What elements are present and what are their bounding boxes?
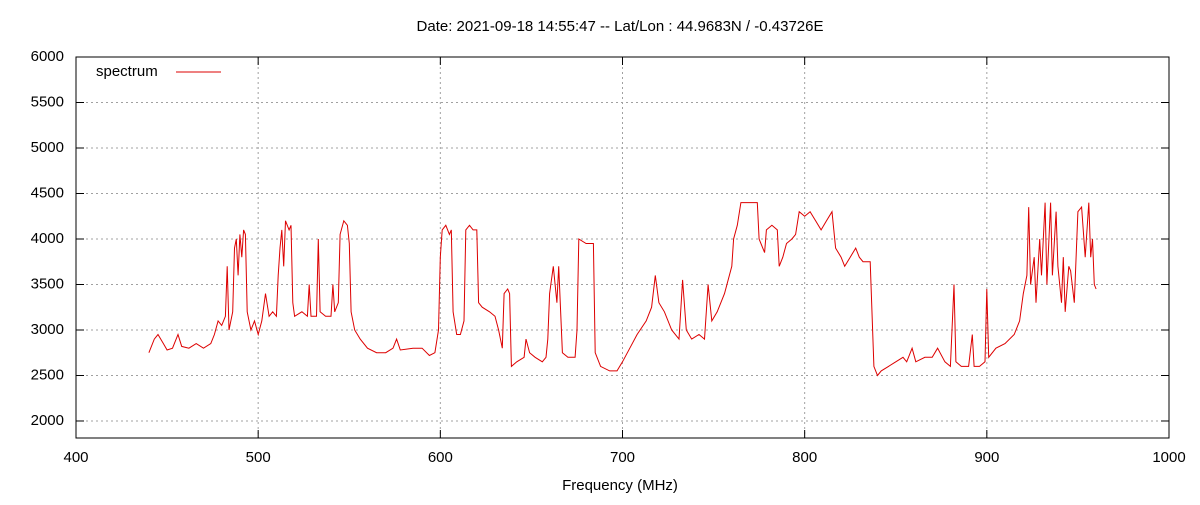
y-tick-label: 2000 bbox=[31, 412, 64, 429]
y-tick-label: 5000 bbox=[31, 139, 64, 156]
plot-frame bbox=[75, 56, 1170, 439]
chart-title: Date: 2021-09-18 14:55:47 -- Lat/Lon : 4… bbox=[417, 18, 824, 35]
y-tick-label: 4000 bbox=[31, 230, 64, 247]
x-tick-label: 600 bbox=[428, 449, 453, 466]
spectrum-line bbox=[148, 202, 1097, 377]
x-axis-label: Frequency (MHz) bbox=[562, 477, 678, 494]
y-tick-label: 6000 bbox=[31, 48, 64, 65]
x-tick-label: 1000 bbox=[1152, 449, 1185, 466]
y-tick-label: 4500 bbox=[31, 184, 64, 201]
x-tick-label: 800 bbox=[792, 449, 817, 466]
legend-label: spectrum bbox=[96, 63, 158, 80]
x-tick-label: 700 bbox=[610, 449, 635, 466]
y-tick-label: 5500 bbox=[31, 93, 64, 110]
y-tick-label: 3500 bbox=[31, 275, 64, 292]
x-tick-label: 900 bbox=[974, 449, 999, 466]
y-tick-label: 3000 bbox=[31, 321, 64, 338]
x-tick-label: 500 bbox=[246, 449, 271, 466]
y-tick-label: 2500 bbox=[31, 366, 64, 383]
x-tick-label: 400 bbox=[63, 449, 88, 466]
